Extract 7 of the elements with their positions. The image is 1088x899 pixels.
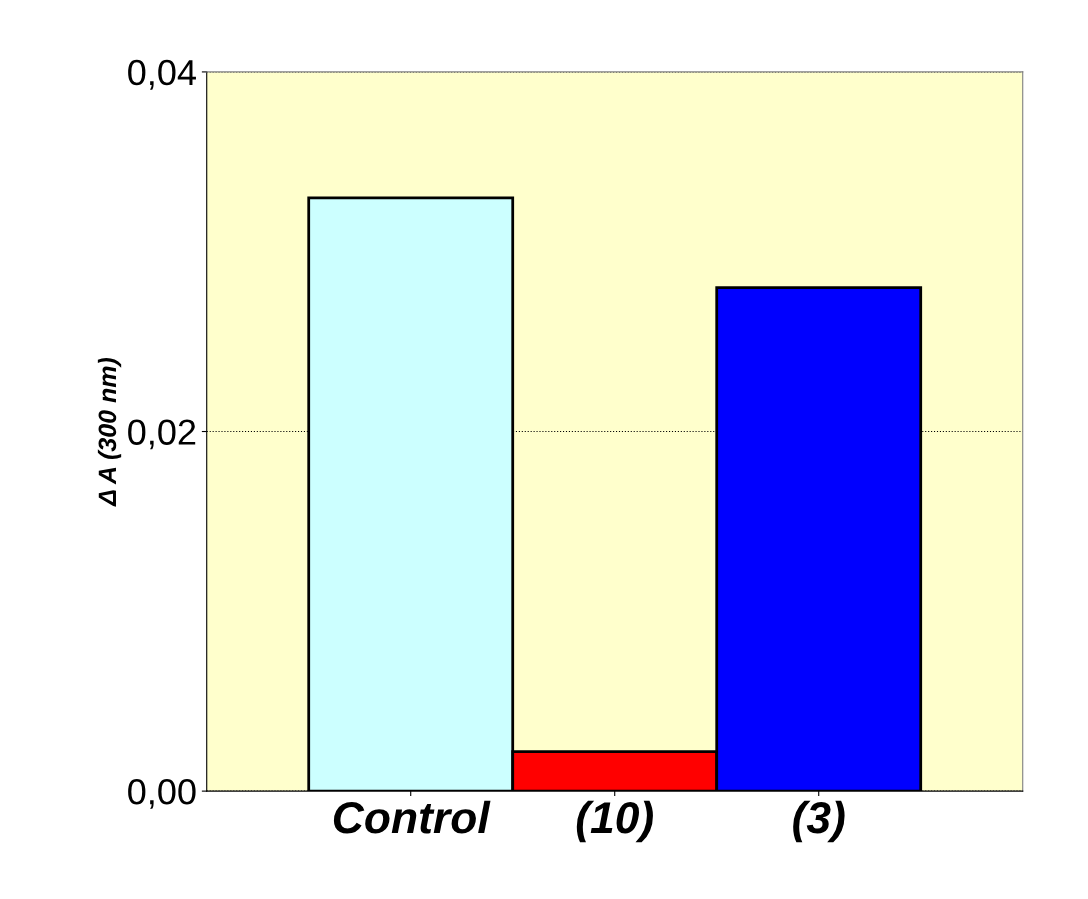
x-tick-label: (3) xyxy=(793,800,845,843)
x-tick-label: Control xyxy=(333,800,491,834)
x-tick-label: (10) xyxy=(576,800,653,843)
y-axis-title: Δ A (300 nm) xyxy=(97,357,122,507)
y-tick-label: 0,04 xyxy=(128,59,196,90)
y-tick-label: 0,00 xyxy=(128,778,196,809)
y-tick-label: 0,02 xyxy=(128,419,196,450)
